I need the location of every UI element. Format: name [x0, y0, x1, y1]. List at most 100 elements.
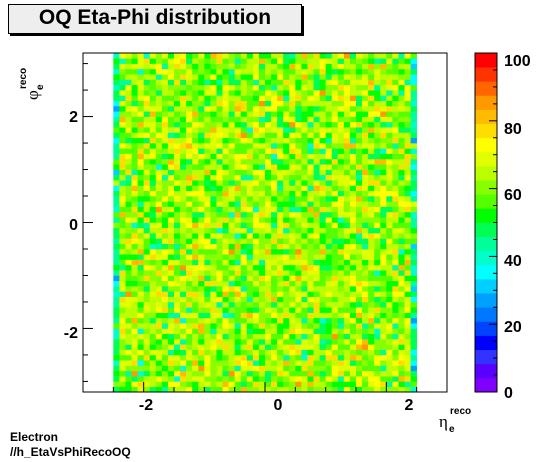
heatmap-cell [149, 137, 157, 144]
heatmap-cell [180, 58, 187, 64]
heatmap-cell [186, 349, 193, 356]
heatmap-cell [222, 153, 229, 160]
heatmap-cell [319, 53, 326, 59]
heatmap-cell [271, 254, 278, 260]
heatmap-cell [349, 280, 357, 287]
heatmap-cell [204, 264, 211, 271]
heatmap-cell [210, 53, 217, 59]
heatmap-cell [228, 312, 235, 319]
heatmap-cell [265, 296, 272, 303]
heatmap-cell [386, 360, 393, 366]
heatmap-cell [331, 296, 339, 303]
heatmap-cell [398, 143, 405, 149]
heatmap-cell [240, 79, 248, 86]
heatmap-cell [222, 211, 229, 218]
heatmap-cell [331, 148, 339, 154]
heatmap-cell [410, 259, 417, 266]
heatmap-cell [131, 243, 138, 250]
heatmap-cell [301, 360, 308, 366]
heatmap-cell [337, 169, 345, 176]
heatmap-cell [265, 196, 272, 202]
heatmap-cell [143, 328, 151, 335]
heatmap-cell [174, 222, 181, 229]
heatmap-cell [125, 211, 132, 218]
heatmap-cell [337, 264, 345, 271]
heatmap-cell [137, 386, 144, 393]
heatmap-cell [125, 376, 132, 382]
heatmap-cell [161, 259, 169, 266]
heatmap-cell [374, 312, 381, 319]
heatmap-cell [167, 243, 175, 250]
heatmap-cell [186, 296, 193, 303]
heatmap-cell [258, 164, 266, 170]
heatmap-cell [319, 354, 326, 361]
heatmap-cell [374, 153, 381, 160]
heatmap-cell [386, 68, 393, 75]
heatmap-cell [277, 174, 284, 181]
heatmap-cell [131, 354, 138, 361]
heatmap-cell [410, 365, 417, 372]
heatmap-cell [174, 164, 181, 170]
heatmap-cell [380, 132, 387, 139]
heatmap-cell [198, 185, 205, 192]
heatmap-cell [325, 68, 333, 75]
heatmap-cell [362, 180, 369, 186]
heatmap-cell [167, 376, 175, 382]
heatmap-cell [137, 238, 144, 244]
heatmap-cell [180, 174, 187, 181]
heatmap-cell [271, 275, 278, 282]
heatmap-cell [155, 344, 163, 350]
heatmap-cell [265, 381, 272, 388]
heatmap-cell [349, 58, 357, 64]
heatmap-cell [137, 190, 144, 197]
heatmap-cell [137, 323, 144, 329]
heatmap-cell [331, 164, 339, 170]
heatmap-cell [362, 185, 369, 192]
heatmap-cell [186, 84, 193, 91]
heatmap-cell [222, 121, 229, 128]
heatmap-cell [198, 275, 205, 282]
heatmap-cell [252, 227, 260, 234]
heatmap-cell [258, 190, 266, 197]
heatmap-cell [210, 354, 217, 361]
heatmap-cell [325, 381, 333, 388]
heatmap-cell [222, 169, 229, 176]
heatmap-cell [228, 185, 235, 192]
heatmap-cell [319, 153, 326, 160]
heatmap-cell [125, 100, 132, 107]
heatmap-cell [349, 143, 357, 149]
heatmap-cell [222, 111, 229, 117]
heatmap-cell [210, 365, 217, 372]
palette-segment [475, 166, 497, 181]
heatmap-cell [374, 339, 381, 345]
heatmap-cell [216, 280, 223, 287]
heatmap-cell [392, 84, 399, 91]
heatmap-cell [265, 370, 272, 377]
heatmap-cell [368, 280, 375, 287]
heatmap-cell [313, 349, 320, 356]
heatmap-cell [386, 333, 393, 340]
heatmap-cell [313, 148, 320, 154]
heatmap-cell [161, 254, 169, 260]
heatmap-cell [337, 111, 345, 117]
heatmap-cell [192, 312, 199, 319]
heatmap-cell [380, 296, 387, 303]
heatmap-cell [301, 238, 308, 244]
heatmap-cell [143, 370, 151, 377]
heatmap-cell [331, 270, 339, 276]
heatmap-cell [265, 63, 272, 70]
heatmap-cell [167, 307, 175, 313]
heatmap-cell [368, 307, 375, 313]
heatmap-cell [234, 333, 242, 340]
x-axis-title-sub: e [449, 424, 455, 435]
heatmap-cell [265, 275, 272, 282]
heatmap-cell [167, 206, 175, 213]
heatmap-cell [398, 323, 405, 329]
palette-segment [475, 377, 497, 393]
heatmap-cell [234, 280, 242, 287]
heatmap-cell [289, 100, 296, 107]
heatmap-cell [398, 233, 405, 239]
heatmap-cell [386, 381, 393, 388]
heatmap-cell [313, 116, 320, 123]
x-axis-title-sup: reco [450, 406, 471, 417]
